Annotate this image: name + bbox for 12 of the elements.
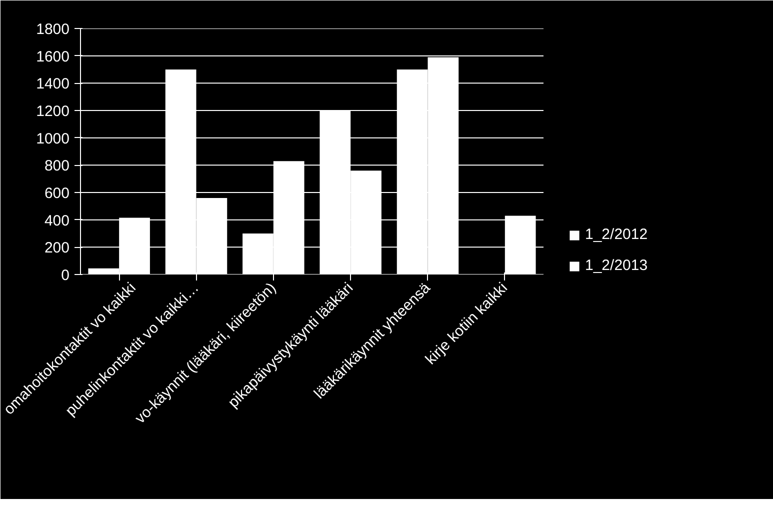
y-tick-label: 800 xyxy=(44,158,70,175)
legend-label: 1_2/2012 xyxy=(585,226,648,243)
y-tick-label: 1400 xyxy=(36,76,70,93)
y-tick-label: 1800 xyxy=(36,21,70,38)
y-tick-label: 600 xyxy=(44,185,70,202)
y-tick-label: 1000 xyxy=(36,130,70,148)
y-tick-label: 1600 xyxy=(36,48,70,66)
y-tick-label: 400 xyxy=(44,212,70,230)
y-tick-label: 1200 xyxy=(36,103,70,120)
legend-label: 1_2/2013 xyxy=(585,257,648,274)
y-tick-label: 200 xyxy=(44,240,70,257)
y-tick-label: 0 xyxy=(61,267,70,284)
